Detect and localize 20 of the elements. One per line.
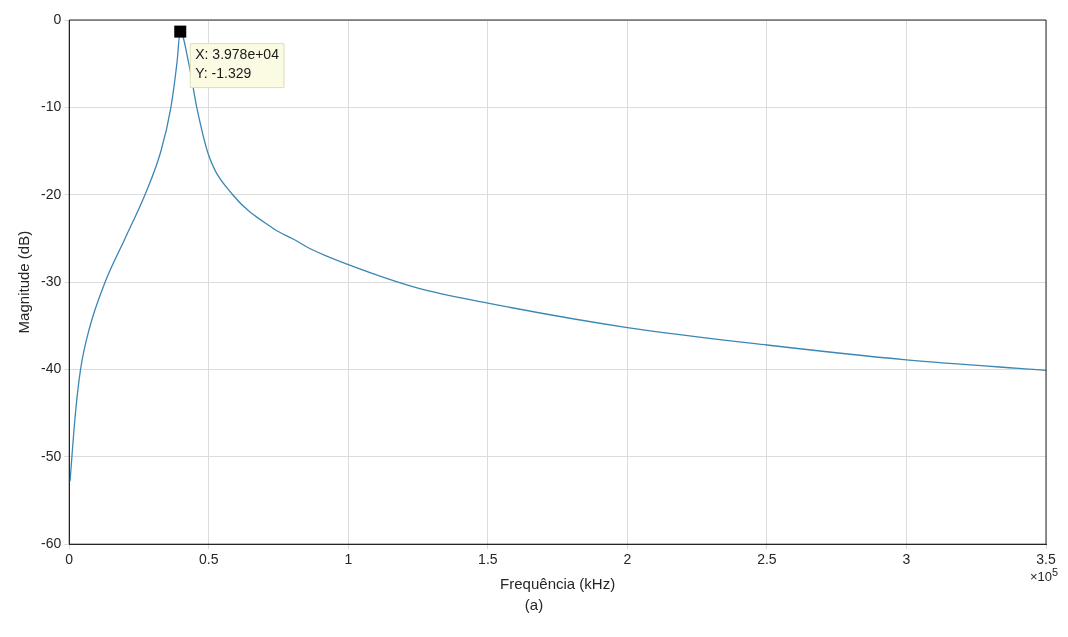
text: (a) — [523, 596, 545, 613]
x-tick-label: 1 — [344, 551, 353, 568]
x-tick-label: 2.5 — [757, 551, 777, 568]
y-axis-title: Magnitude (dB) — [15, 230, 33, 334]
y-tick-label: -20 — [41, 185, 62, 202]
x-tick-label: 0.5 — [199, 551, 219, 568]
y-tick-label: -30 — [41, 272, 62, 289]
y-tick-label: -10 — [41, 98, 62, 115]
y-tick-label: -40 — [41, 360, 62, 377]
y-tick-label: 0 — [53, 10, 62, 27]
x-tick-label: 2 — [623, 551, 632, 568]
y-tick-label: -60 — [41, 535, 62, 552]
x-tick-label: 3.5 — [1036, 551, 1056, 568]
x-tick-label: 0 — [65, 551, 74, 568]
x-axis-title: Frequência (kHz) — [500, 575, 616, 593]
text: ×10$^{5}$ — [1029, 566, 1058, 585]
annotation: X: 3.978e+04 Y: -1.329 — [195, 46, 280, 82]
x-tick-label: 3 — [902, 551, 911, 568]
x-tick-label: 1.5 — [478, 551, 498, 568]
y-tick-label: -50 — [41, 447, 62, 464]
